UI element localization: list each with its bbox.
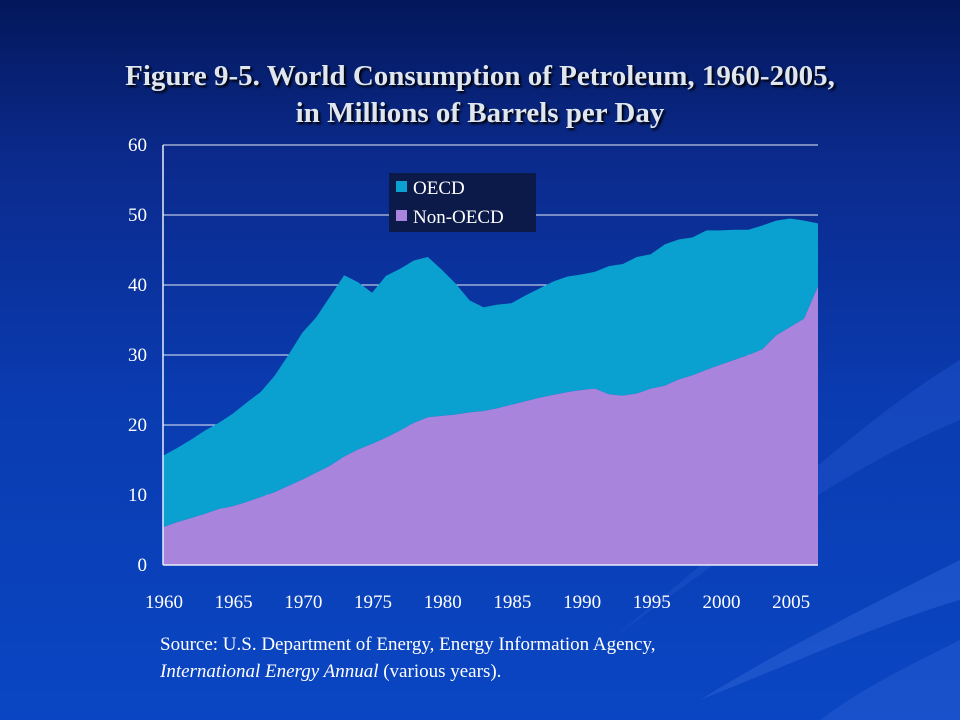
y-tick-label-60: 60 (128, 135, 147, 156)
area-series-oecd (163, 218, 818, 528)
x-tick-label-2005: 2005 (772, 592, 810, 613)
legend-label-oecd: OECD (413, 178, 465, 199)
source-suffix: (various years). (378, 661, 502, 682)
x-tick-label-1990: 1990 (563, 592, 601, 613)
y-tick-label-40: 40 (128, 275, 147, 296)
x-tick-label-1980: 1980 (424, 592, 462, 613)
y-tick-label-20: 20 (128, 415, 147, 436)
x-tick-label-1995: 1995 (633, 592, 671, 613)
legend-swatch-non-oecd (396, 210, 407, 221)
source-note: Source: U.S. Department of Energy, Energ… (160, 631, 655, 685)
source-publication: International Energy Annual (160, 661, 379, 682)
legend-swatch-oecd (396, 181, 407, 192)
y-tick-label-10: 10 (128, 485, 147, 506)
source-text: Source: U.S. Department of Energy, Energ… (160, 634, 656, 655)
area-series-non-oecd (163, 286, 818, 565)
x-tick-label-1960: 1960 (145, 592, 183, 613)
x-tick-label-1975: 1975 (354, 592, 392, 613)
x-tick-label-1985: 1985 (493, 592, 531, 613)
chart-title: Figure 9-5. World Consumption of Petrole… (0, 58, 960, 132)
legend-label-non-oecd: Non-OECD (413, 207, 504, 228)
x-tick-label-2000: 2000 (702, 592, 740, 613)
y-tick-label-50: 50 (128, 205, 147, 226)
y-tick-label-30: 30 (128, 345, 147, 366)
x-tick-label-1965: 1965 (215, 592, 253, 613)
x-tick-label-1970: 1970 (284, 592, 322, 613)
chart-title-line-1: Figure 9-5. World Consumption of Petrole… (125, 60, 835, 92)
chart-title-line-2: in Millions of Barrels per Day (295, 97, 665, 129)
y-tick-label-0: 0 (138, 555, 148, 576)
legend-box (389, 173, 536, 232)
